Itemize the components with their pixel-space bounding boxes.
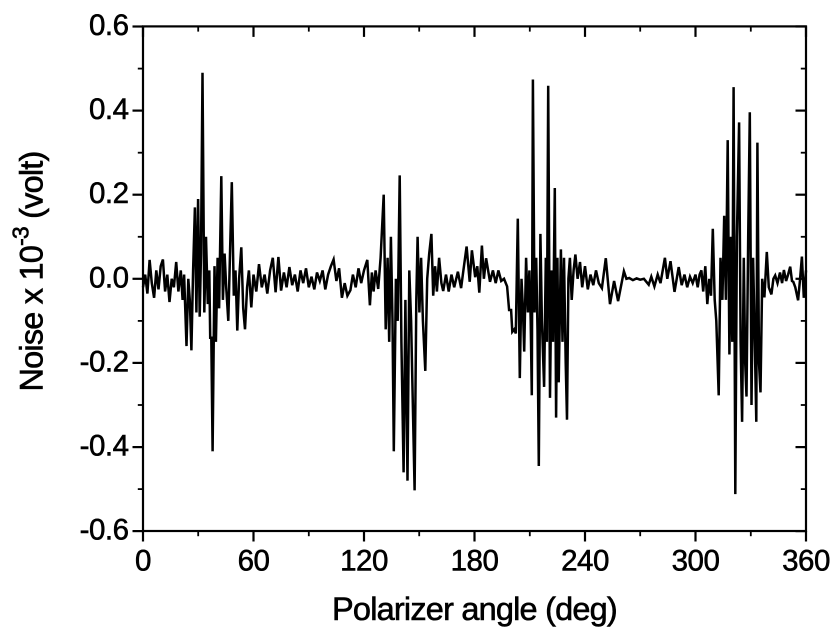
- svg-text:Noise x 10-3 (volt): Noise x 10-3 (volt): [8, 151, 50, 391]
- svg-text:-0.6: -0.6: [80, 514, 129, 547]
- svg-text:360: 360: [782, 545, 830, 578]
- svg-text:-0.2: -0.2: [80, 345, 129, 378]
- svg-text:-0.4: -0.4: [80, 430, 129, 463]
- svg-text:0.2: 0.2: [89, 177, 129, 210]
- svg-text:300: 300: [672, 545, 720, 578]
- svg-text:240: 240: [561, 545, 609, 578]
- svg-text:0.4: 0.4: [89, 93, 129, 126]
- svg-text:0.0: 0.0: [89, 261, 129, 294]
- svg-text:Polarizer angle (deg): Polarizer angle (deg): [332, 591, 617, 627]
- svg-text:0: 0: [135, 545, 151, 578]
- svg-text:120: 120: [340, 545, 388, 578]
- svg-text:180: 180: [451, 545, 499, 578]
- svg-text:0.6: 0.6: [89, 9, 129, 42]
- svg-text:60: 60: [238, 545, 270, 578]
